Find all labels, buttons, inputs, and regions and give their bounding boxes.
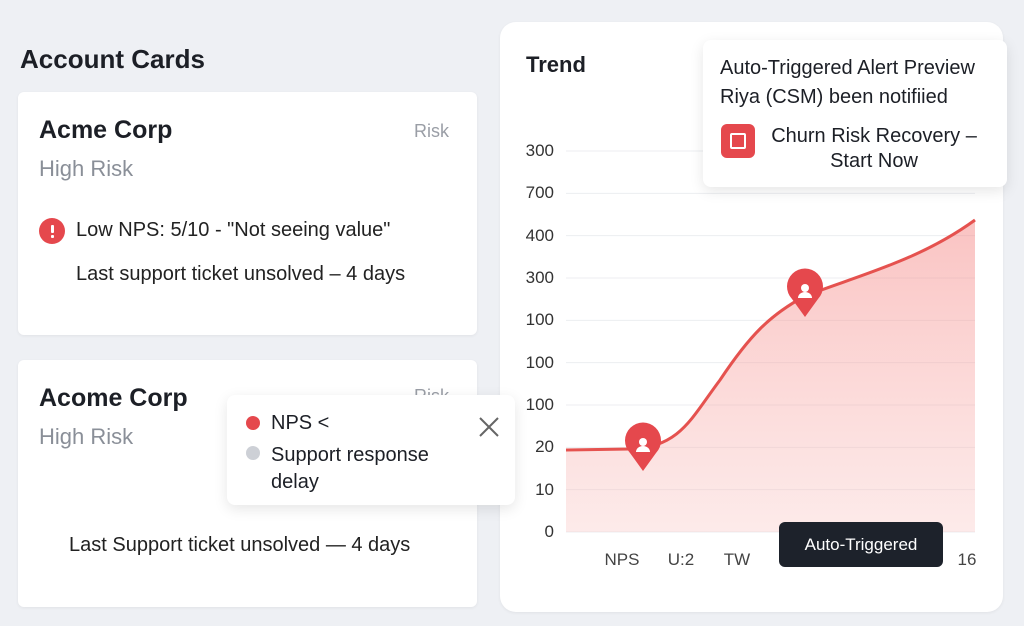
status-badge: Auto-Triggered: [779, 522, 943, 567]
y-label: 700: [525, 183, 554, 203]
x-label: TW: [723, 550, 751, 569]
tooltip-item: Support response delay: [271, 444, 429, 493]
card-name: Acome Corp: [39, 384, 188, 412]
y-label: 300: [525, 268, 554, 287]
card-item: Last support ticket unsolved – 4 days: [76, 263, 406, 285]
account-card[interactable]: Acme Corp Risk High Risk Low NPS: 5/10 -…: [18, 92, 477, 335]
page-title: Account Cards: [20, 44, 205, 74]
x-label: 16: [957, 550, 977, 569]
alert-subtitle: Riya (CSM) been notifiied: [720, 86, 948, 108]
close-button[interactable]: [477, 415, 501, 439]
trend-area: [566, 220, 975, 532]
legend-dot: [246, 446, 260, 460]
tooltip-item: NPS <: [271, 412, 330, 434]
card-item: Low NPS: 5/10 - "Not seeing value": [76, 219, 391, 241]
y-label: 20: [535, 437, 554, 457]
card-name: Acme Corp: [39, 116, 173, 144]
y-label: 0: [544, 522, 554, 541]
y-label: 300: [525, 141, 554, 160]
y-label: 10: [535, 479, 554, 499]
x-label: NPS: [604, 550, 640, 569]
y-label: 100: [525, 395, 554, 414]
tooltip: NPS < Support response delay: [227, 395, 515, 505]
y-label: 400: [525, 225, 554, 245]
trend-line: [565, 218, 976, 452]
card-tag: Risk: [414, 121, 449, 141]
card-item: Last Support ticket unsolved — 4 days: [69, 534, 411, 556]
event-marker[interactable]: [787, 268, 823, 317]
action-icon: [721, 124, 755, 158]
alert-icon: [39, 218, 65, 244]
card-status: High Risk: [39, 424, 134, 449]
alert-preview: Auto-Triggered Alert Preview Riya (CSM) …: [703, 40, 1007, 187]
y-label: 100: [525, 310, 554, 330]
y-label: 100: [525, 352, 554, 372]
legend-dot: [246, 416, 260, 430]
card-status: High Risk: [39, 156, 134, 181]
event-marker[interactable]: [625, 422, 661, 471]
trend-title: Trend: [526, 52, 586, 77]
x-label: U:2: [667, 550, 695, 569]
alert-title: Auto-Triggered Alert Preview: [720, 57, 975, 79]
alert-action[interactable]: Churn Risk Recovery – Start Now: [771, 125, 977, 172]
